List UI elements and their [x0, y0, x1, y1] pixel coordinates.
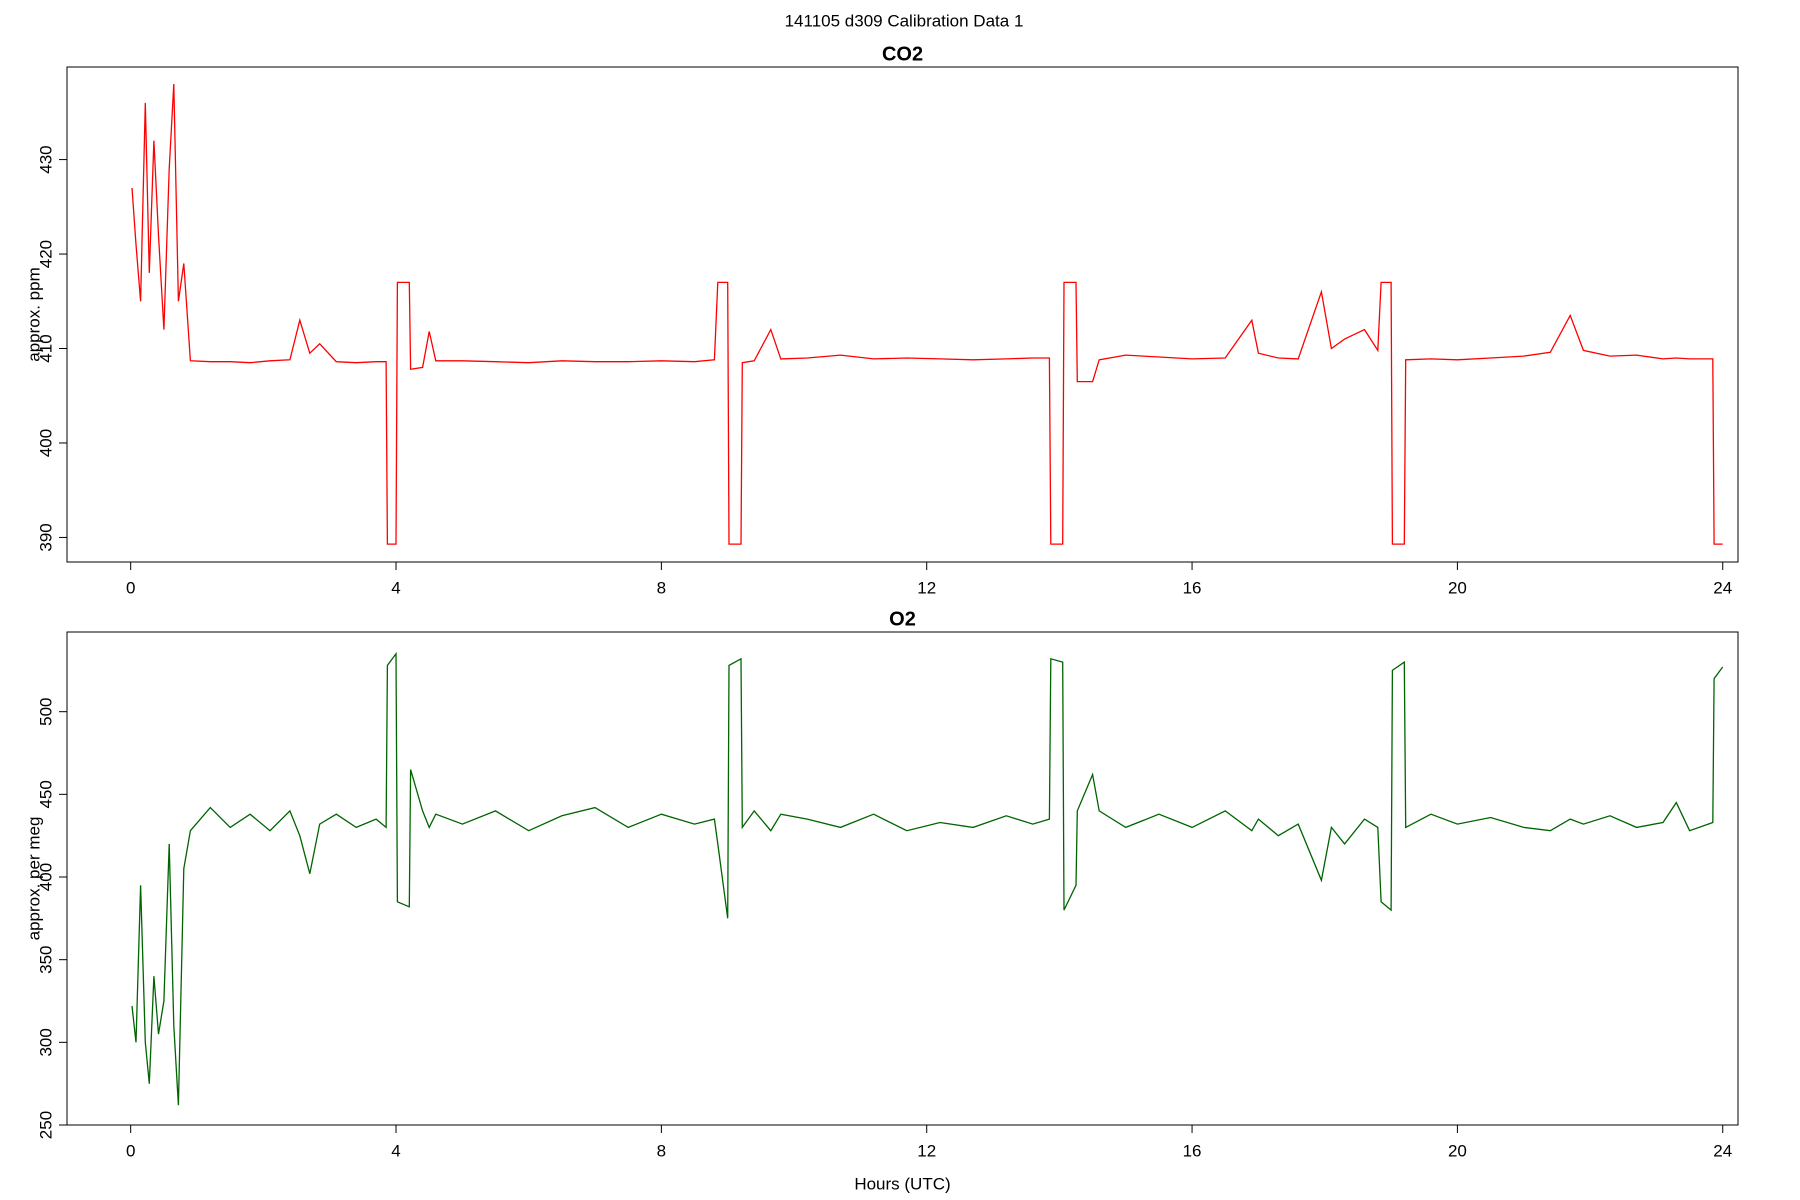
x-tick-label: 24: [1713, 578, 1732, 597]
x-tick-label: 20: [1448, 578, 1467, 597]
x-tick-label: 16: [1183, 1141, 1202, 1160]
x-tick-label: 0: [126, 1141, 135, 1160]
x-tick-label: 12: [917, 578, 936, 597]
plot-frame: [66, 66, 1739, 563]
x-tick-label: 12: [917, 1141, 936, 1160]
data-line: [131, 83, 1723, 545]
x-axis-label: Hours (UTC): [854, 1174, 950, 1193]
page-title: 141105 d309 Calibration Data 1: [785, 11, 1024, 30]
y-tick-label: 430: [36, 145, 55, 173]
y-tick-label: 390: [36, 523, 55, 551]
y-tick-label: 250: [36, 1111, 55, 1139]
panel-title: CO2: [882, 43, 923, 65]
x-tick-label: 0: [126, 578, 135, 597]
y-tick-label: 350: [36, 945, 55, 973]
x-tick-label: 20: [1448, 1141, 1467, 1160]
y-tick-label: 400: [36, 863, 55, 891]
plot-frame: [66, 631, 1739, 1126]
y-axis-label: approx. per meg: [24, 817, 43, 941]
y-tick-label: 400: [36, 429, 55, 457]
data-line: [131, 651, 1724, 1106]
x-tick-label: 4: [391, 578, 400, 597]
x-tick-label: 16: [1183, 578, 1202, 597]
y-tick-label: 500: [36, 697, 55, 725]
panel-title: O2: [889, 608, 916, 630]
y-tick-label: 410: [36, 334, 55, 362]
x-tick-label: 8: [657, 1141, 666, 1160]
y-tick-label: 450: [36, 780, 55, 808]
y-tick-label: 420: [36, 240, 55, 268]
x-tick-label: 4: [391, 1141, 400, 1160]
y-axis-label: approx. ppm: [24, 267, 43, 362]
x-tick-label: 8: [657, 578, 666, 597]
y-tick-label: 300: [36, 1028, 55, 1056]
x-tick-label: 24: [1713, 1141, 1732, 1160]
